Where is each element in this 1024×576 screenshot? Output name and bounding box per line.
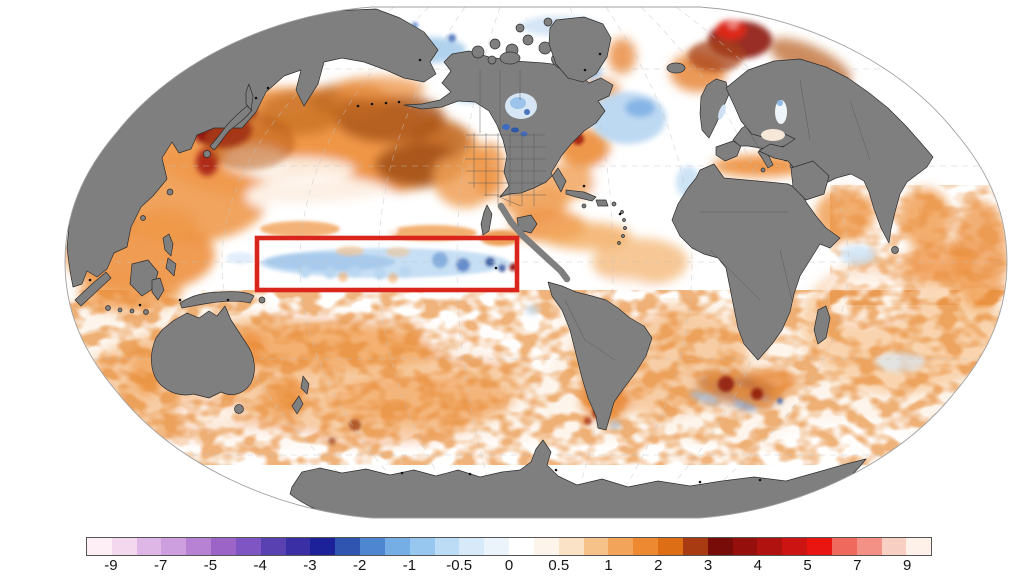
great-lakes	[502, 124, 510, 130]
island-hispaniola	[595, 199, 609, 207]
colorbar-segment	[509, 538, 534, 555]
peninsula-iberia	[715, 140, 742, 162]
colorbar-segment	[658, 538, 683, 555]
island-greenland	[548, 16, 612, 83]
colorbar-segment	[881, 538, 907, 555]
colorbar-tick-label: -1	[402, 557, 417, 574]
colorbar-segment	[831, 538, 857, 555]
colorbar-tick-label: 2	[654, 557, 663, 574]
island-sri-lanka	[891, 246, 899, 254]
colorbar-tick-label: -4	[253, 557, 267, 574]
island-new-guinea	[179, 291, 255, 309]
island-hainan	[140, 215, 146, 221]
colorbar-segment	[434, 538, 460, 555]
island-madagascar	[813, 305, 831, 345]
colorbar-tick-label: -9	[104, 557, 118, 574]
colorbar-segment	[285, 538, 311, 555]
colorbar-tick-label: -5	[203, 557, 218, 574]
baltic-sea	[718, 104, 726, 120]
colorbar-tick-label: -3	[303, 557, 317, 574]
colorbar-segment	[335, 538, 361, 555]
colorbar-segment	[732, 538, 758, 555]
island-iceland	[666, 62, 686, 74]
colorbar-tick-label: 0.5	[548, 557, 570, 574]
caspian-sea	[775, 100, 787, 124]
colorbar-segment	[211, 538, 236, 555]
colorbar-segment	[459, 538, 485, 555]
island-taiwan	[166, 188, 174, 196]
lakes-and-inland-seas	[502, 93, 787, 141]
colorbar-segment	[87, 538, 112, 555]
continent-north-america	[403, 50, 614, 198]
colorbar-tick-label: -0.5	[446, 557, 473, 574]
island-sulawesi	[151, 277, 165, 301]
colorbar-tick-label: -2	[353, 557, 367, 574]
island-new-zealand	[291, 375, 310, 415]
colorbar-segment	[583, 538, 609, 555]
colorbar-tick-label: 1	[604, 557, 613, 574]
island-sakhalin	[245, 83, 254, 111]
nino-region-highlight-box	[254, 235, 520, 293]
colorbar-segment	[682, 538, 708, 555]
sst-anomaly-field	[65, 7, 1007, 518]
colorbar-segment	[782, 538, 808, 555]
colorbar-tick-label: 9	[902, 557, 912, 574]
island-tasmania	[234, 404, 244, 414]
island-kyushu	[203, 150, 211, 158]
colorbar-segment	[856, 538, 882, 555]
colorbar-segment	[633, 538, 659, 555]
colorbar: -9 -7 -5 -4 -3 -2 -1 -0.5 0 0.5 1 2 3 4 5 7 9	[86, 537, 932, 575]
continent-australia	[151, 305, 255, 399]
colorbar-segment	[608, 538, 634, 555]
colorbar-tick-label: 5	[803, 557, 812, 574]
colorbar-segment	[260, 538, 286, 555]
colorbar-segment	[186, 538, 212, 555]
continent-south-america	[547, 281, 653, 431]
peninsula-arabia	[790, 160, 830, 201]
colorbar-segment	[484, 538, 510, 555]
colorbar-tick-label: 7	[853, 557, 862, 574]
colorbar-segment	[807, 538, 832, 555]
colorbar-tick-label: -7	[153, 557, 168, 574]
colorbar-tick-label: 3	[703, 557, 713, 574]
coastal-specks	[88, 52, 762, 484]
colorbar-segment	[360, 538, 385, 555]
colorbar-segment	[235, 538, 261, 555]
colorbar-segment	[111, 538, 137, 555]
colorbar-segment	[533, 538, 559, 555]
colorbar-segment	[707, 538, 733, 555]
colorbar-segment	[384, 538, 410, 555]
colorbar-ticks: -9 -7 -5 -4 -3 -2 -1 -0.5 0 0.5 1 2 3 4 5 7 9	[86, 558, 932, 576]
colorbar-tick-label: 0	[504, 557, 514, 574]
colorbar-tick-label: 4	[753, 557, 762, 574]
central-america	[497, 202, 571, 283]
colorbar-segment	[409, 538, 435, 555]
colorbar-segment	[136, 538, 162, 555]
island-japan	[209, 105, 253, 151]
island-philippines	[162, 233, 177, 277]
peninsula-baja	[480, 204, 493, 236]
black-sea	[761, 129, 785, 141]
colorbar-segment	[161, 538, 187, 555]
island-sumatra	[74, 271, 112, 307]
colorbar-segment	[757, 538, 783, 555]
colorbar-segment	[558, 538, 584, 555]
colorbar-segment	[906, 538, 932, 555]
island-cuba	[565, 189, 597, 202]
colorbar-segment	[310, 538, 336, 555]
colorbar-segments	[86, 537, 932, 556]
